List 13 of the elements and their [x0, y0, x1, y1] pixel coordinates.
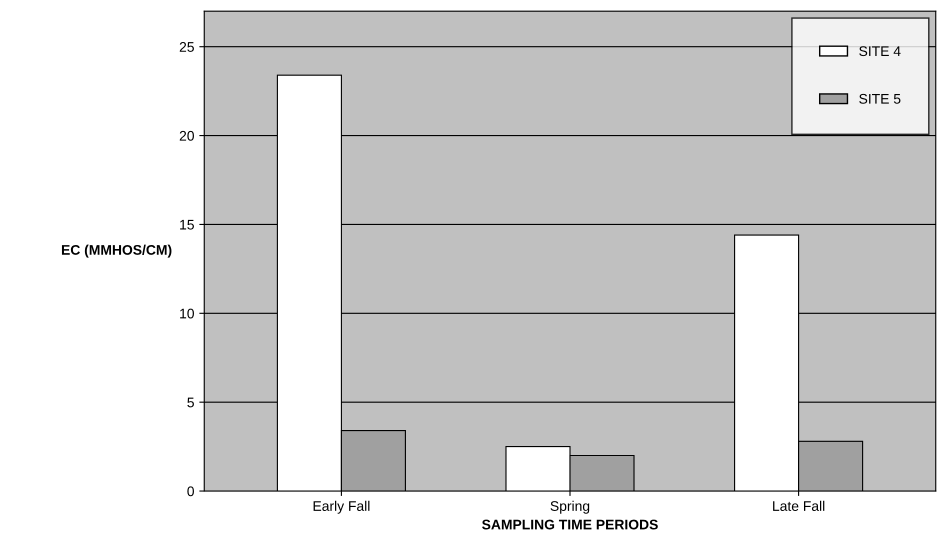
y-tick-label: 15 [180, 220, 194, 230]
x-axis-title: SAMPLING TIME PERIODS [482, 520, 658, 530]
y-tick-label: 25 [180, 42, 194, 52]
x-tick-label: Early Fall [314, 500, 370, 514]
y-tick-label: 5 [187, 398, 194, 408]
y-tick-label: 20 [180, 130, 194, 141]
y-axis-title: EC (MMHOS/CM) [62, 244, 172, 258]
y-tick-label: 10 [180, 308, 194, 318]
legend-label: SITE 5 [859, 94, 900, 104]
x-tick-label: Late Fall [773, 500, 824, 511]
legend-label: SITE 4 [859, 46, 901, 56]
y-tick-label: 0 [187, 486, 194, 496]
x-tick-label: Spring [550, 500, 590, 514]
